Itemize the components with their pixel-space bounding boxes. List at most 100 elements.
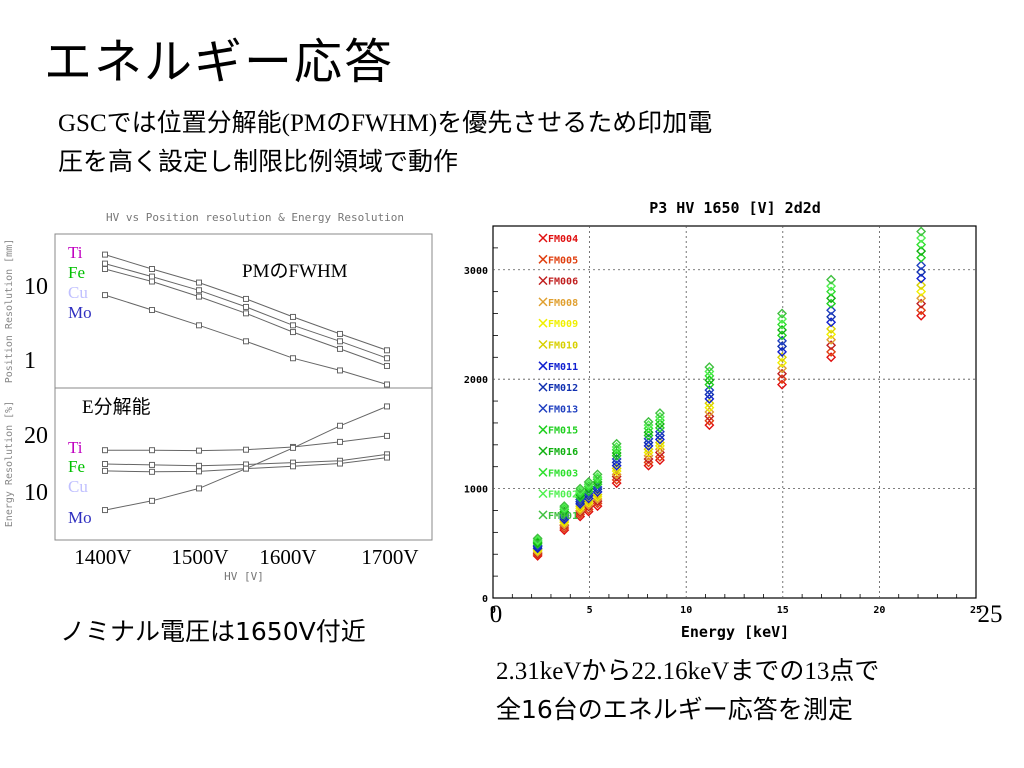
data-point: [337, 438, 343, 445]
scatter-point: [532, 535, 543, 546]
scatter-point: [643, 423, 654, 434]
x-tick-label: 5: [587, 605, 593, 616]
energy-max-text: 22.16keV: [631, 658, 730, 685]
scatter-point: [916, 273, 927, 284]
legend-cu: Cu: [68, 477, 88, 496]
scatter-point: [559, 501, 570, 512]
data-point: [243, 338, 249, 345]
x-tick-label: 15: [777, 605, 789, 616]
y-tick-label: 20: [24, 423, 48, 449]
legend-marker: [538, 361, 548, 371]
data-point: [196, 279, 202, 286]
scatter-point: [916, 260, 927, 271]
scatter-point: [583, 477, 594, 488]
legend-marker: [538, 446, 548, 456]
data-point: [102, 292, 108, 299]
legend-label-fm008: FM008: [548, 298, 578, 309]
data-point: [290, 444, 296, 451]
scatter-point: [916, 293, 927, 304]
data-point: [149, 461, 155, 468]
panel-label-energy: E分解能: [82, 396, 151, 418]
legend-ti: Ti: [68, 243, 83, 262]
scatter-point: [592, 469, 603, 480]
legend-marker: [538, 339, 548, 350]
x-axis-label: HV [V]: [224, 570, 264, 583]
legend-marker: [538, 297, 548, 307]
data-point: [384, 432, 390, 439]
y-axis-label-energy: Energy Resolution [%]: [4, 401, 15, 527]
data-point: [243, 303, 249, 310]
scatter-point: [826, 311, 837, 322]
legend-marker: [538, 254, 548, 264]
scatter-point: [611, 457, 622, 468]
y-tick-label: 1: [24, 348, 36, 374]
legend-marker: [538, 467, 548, 477]
intro-line-2: 圧を高く設定し制限比例領域で動作: [58, 147, 459, 176]
scatter-point: [916, 252, 927, 263]
scatter-point: [826, 346, 837, 357]
intro-line-1: GSCでは位置分解能(PMのFWHM)を優先させるため印加電: [58, 104, 712, 143]
legend-label-fm013: FM013: [548, 404, 578, 415]
scatter-point: [643, 416, 654, 427]
data-point: [196, 468, 202, 475]
legend-marker: [538, 276, 548, 286]
scatter-point: [916, 266, 927, 277]
scatter-point: [643, 454, 654, 465]
x-tick-label: 10: [680, 605, 692, 616]
data-point: [149, 266, 155, 273]
plot-frame: [492, 225, 977, 599]
data-point: [102, 251, 108, 258]
y-tick-label: 1000: [464, 485, 488, 496]
x-tick-label: 1400V: [74, 545, 131, 569]
scatter-point: [643, 444, 654, 455]
legend-label-fm003: FM003: [548, 468, 578, 479]
legend-label-fm001: FM001: [548, 511, 578, 522]
chart-title: HV vs Position resolution & Energy Resol…: [106, 211, 404, 224]
scatter-point: [643, 457, 654, 468]
scatter-point: [611, 460, 622, 471]
data-point: [337, 330, 343, 337]
legend-marker: [538, 382, 548, 392]
scatter-point: [643, 433, 654, 444]
scatter-point: [532, 533, 543, 544]
scatter-point: [592, 472, 603, 483]
data-point: [384, 362, 390, 369]
data-point: [384, 381, 390, 388]
scatter-point: [643, 447, 654, 458]
scatter-point: [826, 274, 837, 285]
data-point: [149, 468, 155, 475]
measurement-note: 2.31keVから22.16keVまでの13点で 全16台のエネルギー応答を測定: [496, 652, 879, 729]
legend-label-fm016: FM016: [548, 447, 578, 458]
legend-cu: Cu: [68, 283, 88, 302]
scatter-point: [654, 419, 665, 430]
scatter-point: [643, 440, 654, 451]
scatter-point: [532, 536, 543, 547]
panel-label-position: PMのFWHM: [242, 261, 348, 282]
legend-label-fm012: FM012: [548, 383, 578, 394]
data-point: [290, 463, 296, 470]
y-tick-label: 10: [24, 480, 48, 506]
measure-points-text: 点で: [829, 656, 880, 685]
scatter-point: [916, 280, 927, 291]
measurement-line-1: 2.31keVから22.16keVまでの13点で: [496, 652, 879, 691]
legend-mo: Mo: [68, 303, 92, 322]
legend-marker: [538, 489, 548, 499]
scatter-point: [611, 478, 622, 489]
y-axis-label-position: Position Resolution [mm]: [4, 239, 15, 384]
scatter-point: [916, 233, 927, 244]
data-point: [290, 322, 296, 329]
scatter-point: [575, 483, 586, 494]
legend-marker: [538, 403, 548, 413]
data-point: [149, 278, 155, 285]
x-tick-label: 20: [873, 605, 885, 616]
scatter-point: [916, 226, 927, 237]
scatter-point: [611, 438, 622, 449]
data-point: [196, 287, 202, 294]
data-point: [196, 293, 202, 300]
legend-label-fm002: FM002: [548, 490, 578, 501]
y-tick-label: 10: [24, 274, 48, 300]
scatter-point: [643, 427, 654, 438]
data-point: [337, 367, 343, 374]
scatter-point: [643, 460, 654, 471]
